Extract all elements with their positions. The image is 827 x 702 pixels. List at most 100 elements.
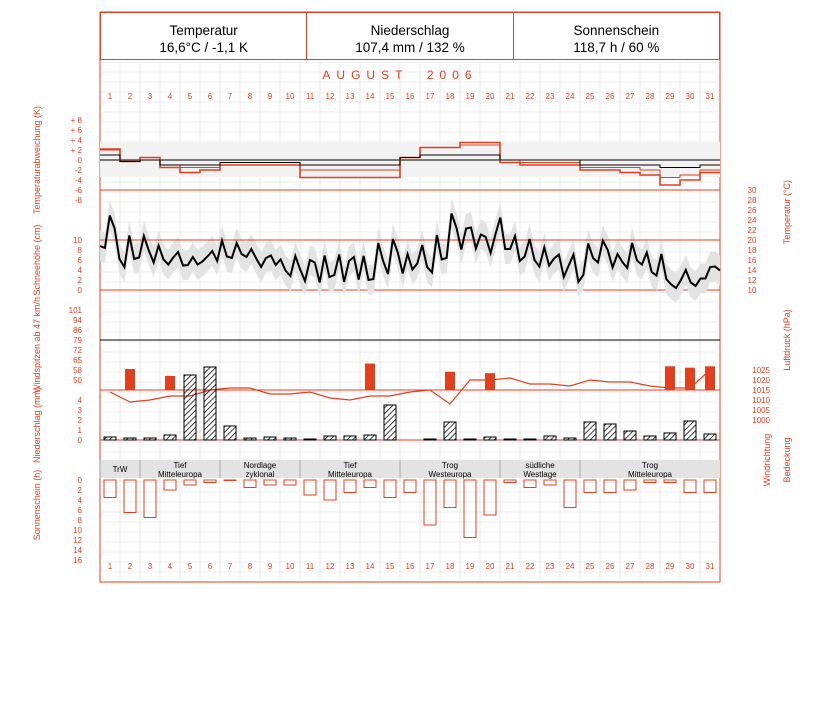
pressure-tick: 1005	[752, 406, 770, 415]
wind-gust-bar	[165, 375, 175, 390]
pressure-tick: 1000	[752, 416, 770, 425]
precipitation-bar	[283, 437, 297, 441]
day-number: 8	[248, 562, 253, 571]
sunshine-bar	[643, 479, 657, 483]
wind-tick: 72	[73, 346, 82, 355]
day-number: 5	[188, 92, 193, 101]
day-number: 7	[228, 92, 233, 101]
day-number: 20	[486, 562, 495, 571]
day-number: 4	[168, 92, 173, 101]
temp-dev-tick: + 2	[71, 146, 83, 155]
day-number: 30	[686, 562, 695, 571]
sunshine-bar	[423, 479, 437, 526]
sunshine-bar	[283, 479, 297, 486]
temperature-normal-band	[100, 198, 720, 303]
snow-axis-label: Schneehöhe (cm)	[32, 224, 42, 295]
sunshine-bar	[183, 479, 197, 486]
sunshine-tick: 12	[73, 536, 82, 545]
precip-tick: 4	[78, 396, 83, 405]
precipitation-bar	[263, 436, 277, 441]
pressure-tick: 1020	[752, 376, 770, 385]
sunshine-bar	[543, 479, 557, 486]
weather-type-panel: TrW TiefMitteleuropaNordlagezyklonalTiefM…	[99, 460, 720, 479]
day-number: 25	[586, 562, 595, 571]
precipitation-bar	[143, 437, 157, 441]
day-number: 8	[248, 92, 253, 101]
temperature-tick: 14	[748, 266, 757, 275]
day-number: 30	[686, 92, 695, 101]
sunshine-bar	[123, 479, 137, 513]
temperature-tick: 30	[748, 186, 757, 195]
day-number: 24	[566, 562, 575, 571]
day-number: 31	[706, 92, 715, 101]
temperature-tick: 20	[748, 236, 757, 245]
sunshine-tick: 14	[73, 546, 82, 555]
weather-type-label: Nordlage	[244, 461, 277, 470]
day-number: 27	[626, 562, 635, 571]
wind-gust-bar	[365, 363, 375, 390]
wind-direction-label: Windrichtung	[762, 434, 772, 487]
precipitation-bar	[623, 430, 637, 441]
precipitation-bar	[583, 421, 597, 441]
precipitation-bar	[683, 420, 697, 441]
wind-tick: 101	[69, 306, 83, 315]
day-number: 1	[108, 92, 113, 101]
sunshine-panel	[103, 479, 717, 538]
day-number: 19	[466, 92, 475, 101]
day-numbers-top: 1 2 3 4 5 6 7 8 9 10 11 12 13 14 15 16 17 18 19 20 21 22 23 24 2…	[108, 92, 715, 101]
sunshine-bar	[343, 479, 357, 493]
wind-tick: 79	[73, 336, 82, 345]
day-number: 14	[366, 562, 375, 571]
precipitation-bar	[323, 435, 337, 441]
wind-tick: 58	[73, 366, 82, 375]
precip-axis-label: Niederschlag (mm)	[32, 387, 42, 463]
day-number: 20	[486, 92, 495, 101]
precipitation-bar	[663, 432, 677, 441]
day-number: 16	[406, 92, 415, 101]
day-number: 2	[128, 92, 133, 101]
day-number: 28	[646, 562, 655, 571]
sunshine-tick: 16	[73, 556, 82, 565]
weather-type-label: zyklonal	[246, 470, 275, 479]
wind-axis-label: Windspitzen ab 47 km/h	[32, 297, 42, 393]
sunshine-bar	[323, 479, 337, 501]
temp-dev-axis-label: Temperaturabweichung (K)	[32, 106, 42, 214]
sunshine-bar	[583, 479, 597, 493]
day-number: 13	[346, 92, 355, 101]
temp-dev-tick: -8	[75, 196, 83, 205]
sunshine-bar	[523, 479, 537, 488]
temp-dev-series	[100, 144, 720, 178]
precipitation-bar	[703, 433, 717, 441]
weather-type-label: Mitteleuropa	[158, 470, 203, 479]
snow-tick: 2	[78, 276, 83, 285]
wind-tick: 86	[73, 326, 82, 335]
day-number: 15	[386, 562, 395, 571]
day-number: 3	[148, 92, 153, 101]
sunshine-tick: 4	[78, 496, 83, 505]
precip-tick: 3	[78, 406, 83, 415]
sunshine-bar	[223, 479, 237, 481]
day-number: 18	[446, 92, 455, 101]
wind-gust-bar	[125, 369, 135, 390]
precipitation-bar	[643, 435, 657, 441]
day-number: 22	[526, 92, 535, 101]
precipitation-label: Niederschlag	[370, 23, 450, 38]
day-number: 10	[286, 562, 295, 571]
sunshine-bar	[483, 479, 497, 516]
day-number: 19	[466, 562, 475, 571]
precipitation-bar	[343, 435, 357, 441]
wind-gust-bar	[485, 373, 495, 390]
weather-type-label: Tief	[343, 461, 357, 470]
precipitation-bar	[523, 438, 537, 441]
temp-dev-tick: -6	[75, 186, 83, 195]
day-number: 9	[268, 92, 273, 101]
sunshine-bar	[563, 479, 577, 508]
day-number: 10	[286, 92, 295, 101]
day-number: 27	[626, 92, 635, 101]
cloud-cover-label: Bedeckung	[782, 437, 792, 482]
sunshine-bar	[383, 479, 397, 498]
pressure-axis-label: Luftdruck (hPa)	[782, 309, 792, 371]
precipitation-bar	[603, 423, 617, 441]
day-number: 9	[268, 562, 273, 571]
